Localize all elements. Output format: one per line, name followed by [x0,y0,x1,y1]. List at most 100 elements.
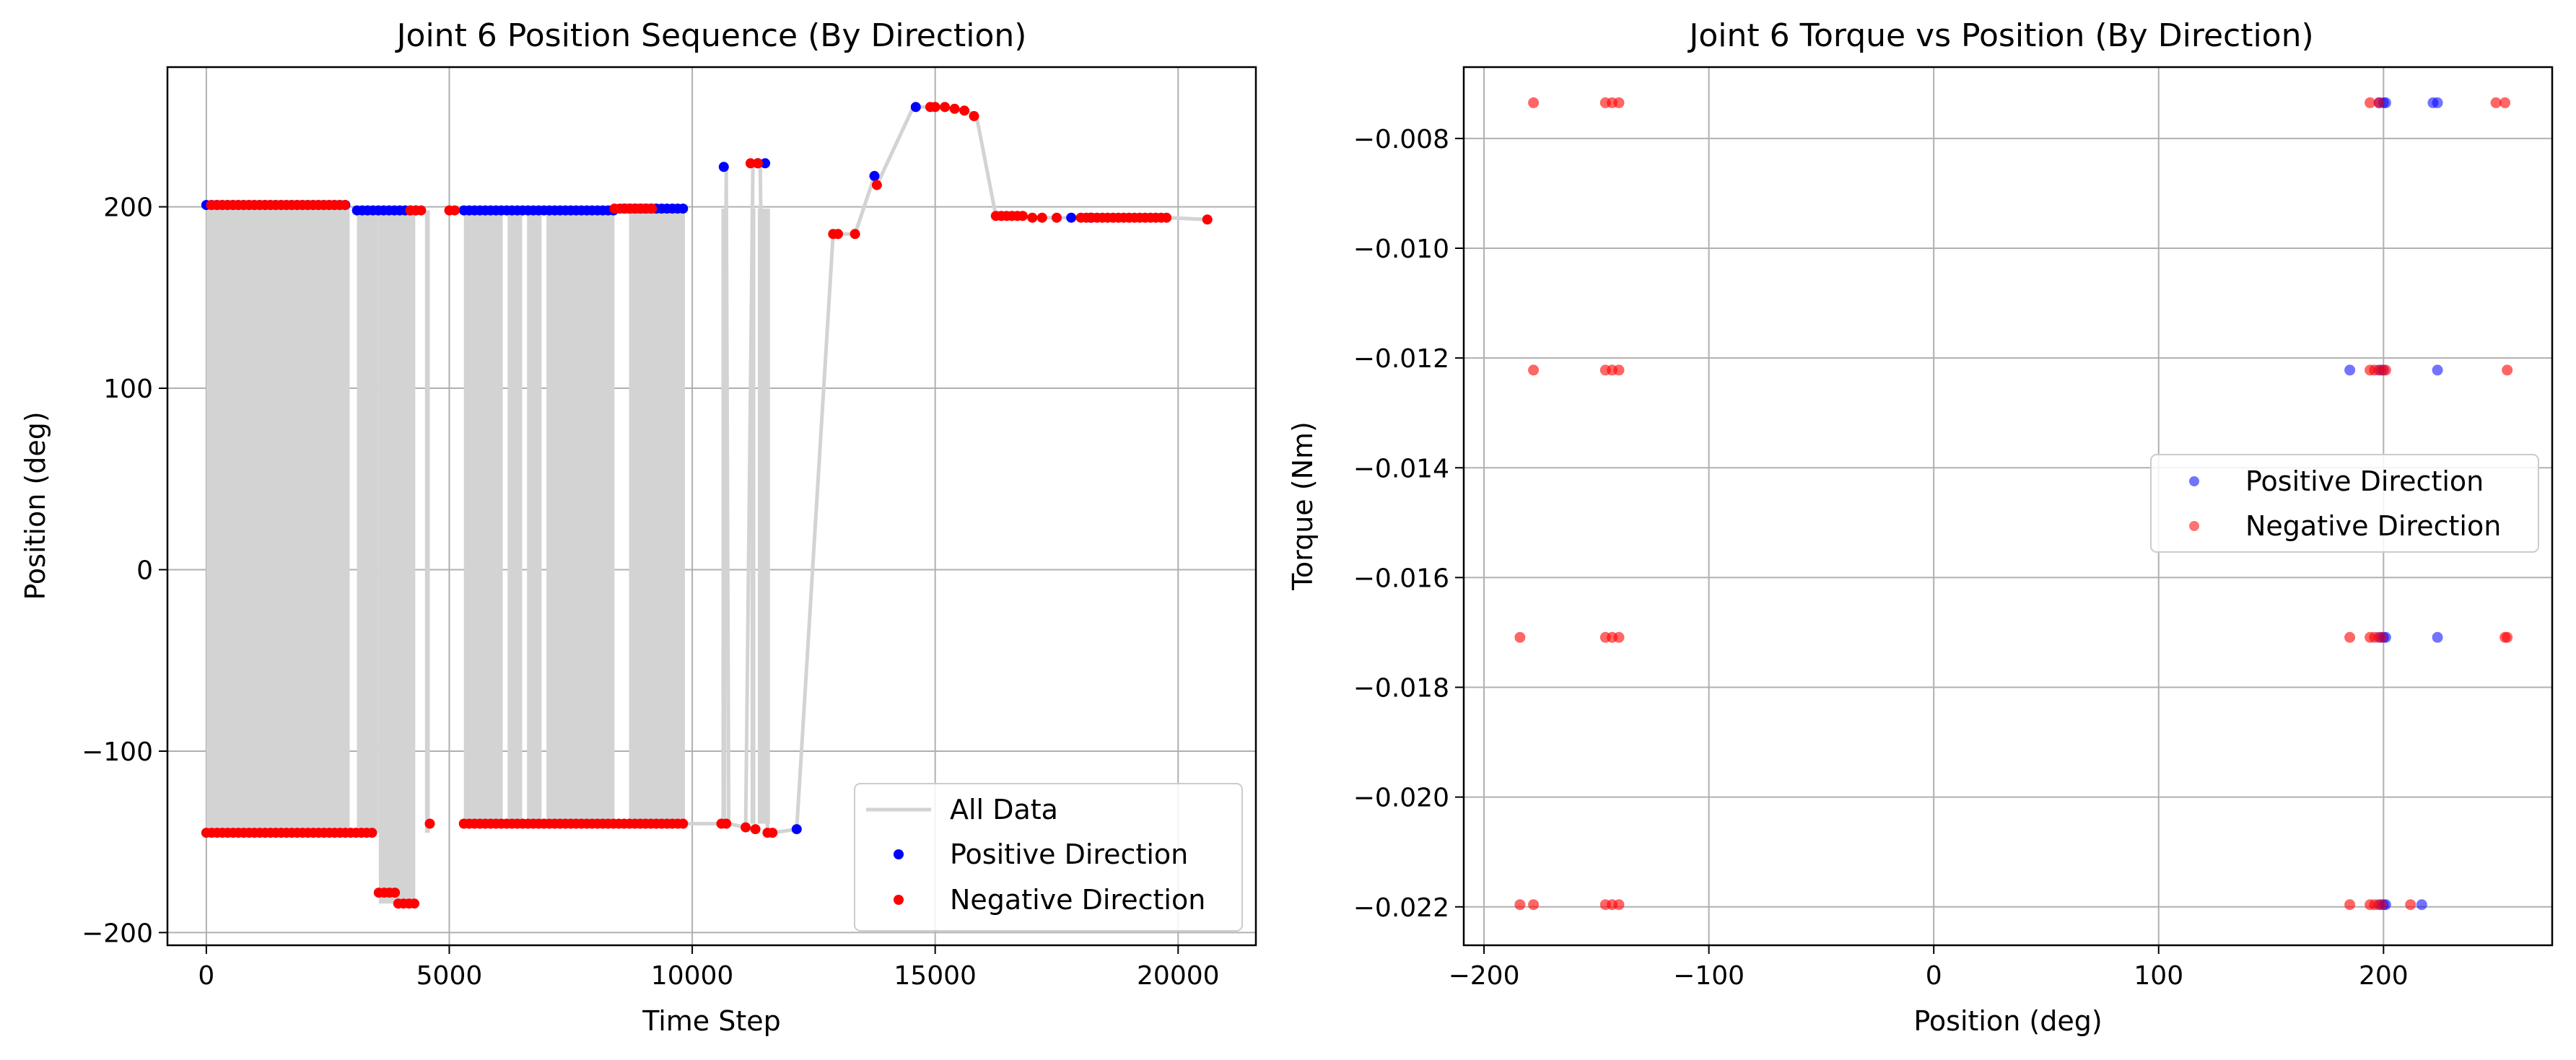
data-point [910,102,921,113]
data-point [1528,364,1540,376]
data-point [1066,212,1077,223]
y-axis-ticks: −200 −100 0 100 200 [82,193,167,948]
data-point [2502,631,2513,643]
y-axis-label: Position (deg) [19,411,51,600]
data-point [2344,631,2356,643]
all-data-band [507,210,523,824]
y-tick-label: −0.008 [1353,125,1449,154]
torque-position-chart: Joint 6 Torque vs Position (By Direction… [1287,17,2554,1037]
x-tick-label: 5000 [416,961,483,991]
data-point [791,824,802,835]
data-point [1202,214,1213,225]
x-tick-label: 0 [1926,961,1942,991]
chart-title: Joint 6 Torque vs Position (By Direction… [1687,17,2313,54]
data-point [1052,212,1062,223]
data-point [1017,211,1028,222]
y-axis-ticks: −0.022 −0.020 −0.018 −0.016 −0.014 −0.012 −0.0… [1353,125,1464,923]
x-axis-label: Time Step [642,1005,781,1037]
data-point [850,229,860,240]
data-point [2365,97,2376,108]
data-point [424,818,435,829]
all-data-band [629,209,685,824]
data-point [2502,364,2513,376]
legend-positive-swatch [894,849,904,859]
data-point [2405,899,2416,911]
legend-item-negative: Negative Direction [950,884,1205,916]
legend: Positive Direction Negative Direction [2150,454,2539,553]
all-data-band [463,210,503,824]
grid [1464,67,2552,945]
y-tick-label: −0.010 [1353,235,1449,264]
x-axis-ticks: 0 5000 10000 15000 20000 [198,945,1220,991]
data-point [871,180,882,190]
data-point [1613,97,1625,108]
data-point [1161,212,1172,223]
data-point [678,818,689,829]
y-tick-label: 0 [136,556,153,586]
x-tick-label: 15000 [894,961,977,991]
data-point [1027,212,1038,223]
all-data-band [206,205,350,833]
data-point [930,102,940,113]
data-point [2375,899,2387,911]
x-tick-label: 20000 [1137,961,1220,991]
all-data-band [424,210,430,833]
legend: All Data Positive Direction Negative Dir… [854,783,1243,932]
y-tick-label: −0.014 [1353,454,1449,483]
y-tick-label: −0.020 [1353,784,1449,813]
data-point [2373,97,2385,108]
plot-frame [1462,66,2554,947]
data-point [409,898,419,909]
data-point [2432,364,2443,376]
data-point [1528,899,1540,911]
data-point [833,229,843,240]
legend-negative-swatch [2189,521,2199,531]
x-tick-label: 0 [198,961,214,991]
data-point [1528,97,1540,108]
data-point [2490,97,2502,108]
data-point [969,110,979,121]
data-point [940,102,951,113]
data-point [959,105,970,116]
y-tick-label: −100 [82,737,153,767]
x-tick-label: −100 [1673,961,1745,991]
chart-title: Joint 6 Position Sequence (By Direction) [395,17,1027,54]
data-point [647,203,658,214]
data-point [416,205,427,216]
all-data-band [527,210,542,824]
data-point [1514,631,1526,643]
data-point [1613,631,1625,643]
y-tick-label: −0.022 [1353,893,1449,923]
legend-item-all-data: All Data [950,794,1058,825]
x-axis-ticks: −200 −100 0 100 200 [1449,945,2409,991]
position-sequence-chart: Joint 6 Position Sequence (By Direction)… [19,17,1257,1037]
y-axis-label: Torque (Nm) [1287,421,1319,591]
legend-item-negative: Negative Direction [2245,510,2501,542]
data-point [753,158,763,169]
data-point [2432,631,2443,643]
x-tick-label: 10000 [651,961,734,991]
legend-item-positive: Positive Direction [2245,465,2484,497]
data-point [869,170,880,181]
x-tick-label: 100 [2134,961,2183,991]
all-data-band [750,209,756,824]
data-point [2375,631,2387,643]
y-tick-label: 200 [103,193,153,223]
data-point [2344,364,2356,376]
negative-direction-points [201,102,1213,909]
legend-box [854,783,1243,932]
data-point [745,158,756,169]
plot-frame [166,66,1257,947]
data-point [2432,97,2443,108]
data-point [750,824,761,835]
data-point [339,200,350,211]
data-point [1613,364,1625,376]
data-point [949,103,960,114]
legend-negative-swatch [894,895,904,905]
y-tick-label: −0.012 [1353,344,1449,374]
all-data-band [546,210,615,824]
data-point [1613,899,1625,911]
x-tick-label: −200 [1449,961,1520,991]
data-point [721,818,732,829]
